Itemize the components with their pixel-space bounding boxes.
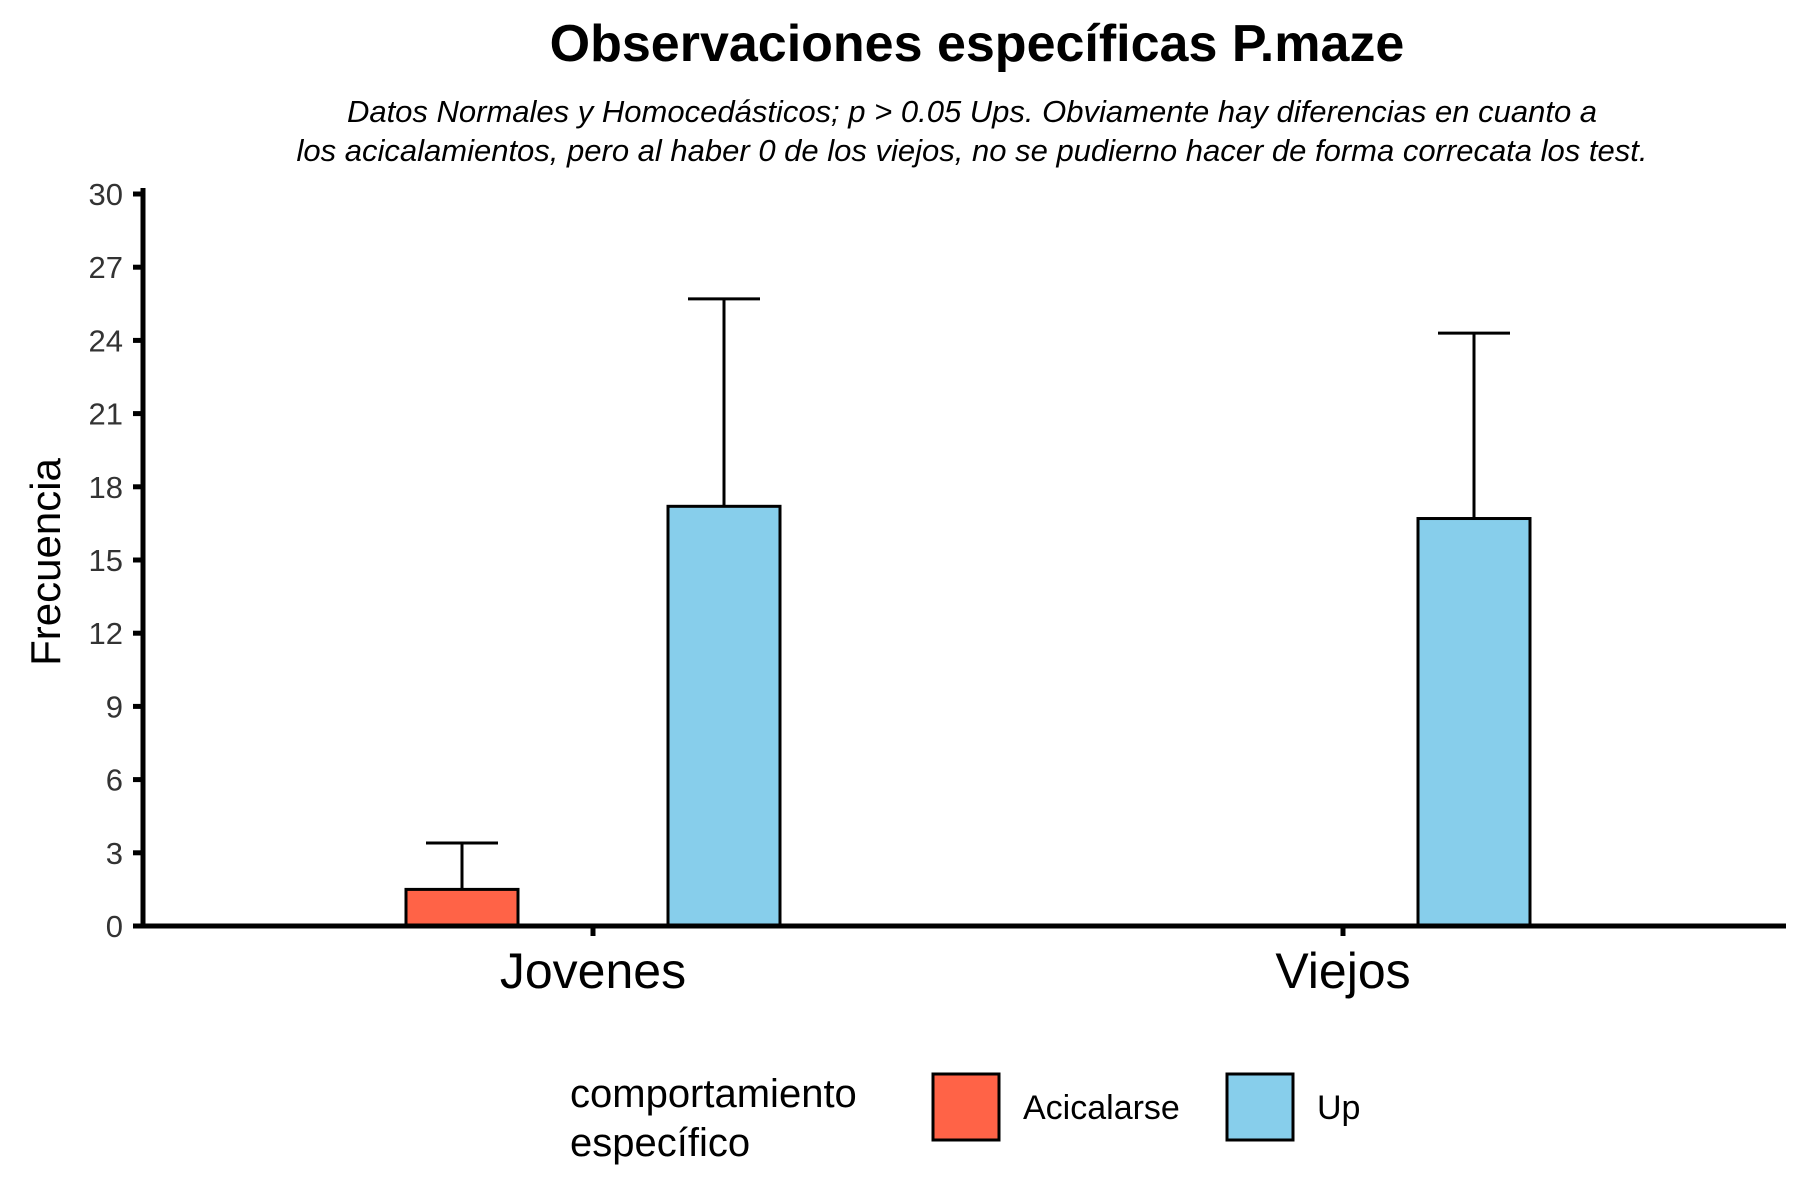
legend-key-acicalarse <box>931 1072 1001 1142</box>
y-tick-label: 9 <box>106 689 123 724</box>
chart-title: Observaciones específicas P.maze <box>550 15 1405 73</box>
y-tick-label: 0 <box>106 909 123 944</box>
y-tick-label: 24 <box>89 323 123 358</box>
chart-subtitle-line-1: Datos Normales y Homocedásticos; p > 0.0… <box>347 94 1597 129</box>
bars-layer <box>404 504 1532 928</box>
legend-label-up: Up <box>1317 1089 1360 1127</box>
legend-items: Acicalarse Up <box>931 1072 1360 1142</box>
chart-subtitle-line-2: los acicalamientos, pero al haber 0 de l… <box>297 133 1648 168</box>
bar-up-jovenes <box>666 504 782 928</box>
legend-label-acicalarse: Acicalarse <box>1023 1089 1180 1127</box>
x-tick-label-viejos: Viejos <box>1275 943 1410 999</box>
y-axis-ticks: 0 3 6 9 12 15 18 21 24 27 30 <box>89 177 143 944</box>
legend: comportamiento específico Acicalarse Up <box>570 1072 1360 1165</box>
legend-title-line-1: comportamiento <box>570 1072 857 1116</box>
y-tick-label: 27 <box>89 250 123 285</box>
bar-up-viejos <box>1416 517 1532 928</box>
y-tick-label: 15 <box>89 543 123 578</box>
x-tick-label-jovenes: Jovenes <box>500 943 686 999</box>
y-tick-label: 6 <box>106 763 123 798</box>
y-tick-label: 30 <box>89 177 123 212</box>
y-tick-label: 18 <box>89 470 123 505</box>
legend-title-line-2: específico <box>570 1121 750 1165</box>
y-axis-label: Frecuencia <box>22 457 69 665</box>
legend-key-up <box>1225 1072 1295 1142</box>
x-axis-ticks: Jovenes Viejos <box>500 926 1411 999</box>
y-tick-label: 21 <box>89 397 123 432</box>
y-tick-label: 3 <box>106 836 123 871</box>
bar-acicalarse-jovenes <box>404 887 520 928</box>
error-bars-layer <box>426 297 1510 890</box>
y-tick-label: 12 <box>89 616 123 651</box>
